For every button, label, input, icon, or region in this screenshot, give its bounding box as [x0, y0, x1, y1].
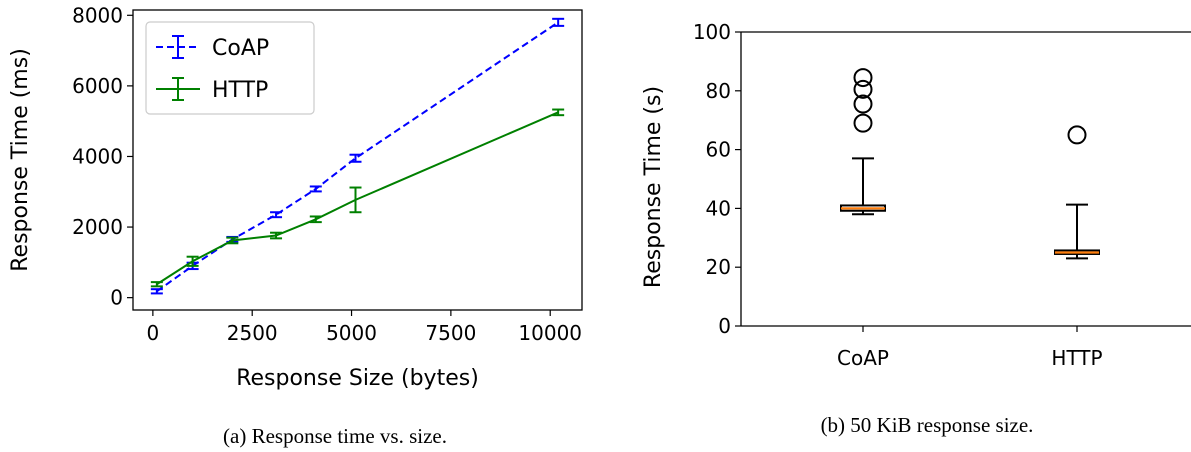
error-bar	[270, 231, 283, 240]
x-axis-ticks: CoAP HTTP	[837, 326, 1103, 370]
x-tick-label: HTTP	[1051, 346, 1102, 370]
x-tick-label: 0	[147, 321, 160, 345]
outlier-point	[1067, 125, 1087, 145]
line-chart-response-time-vs-size: 0 2500 5000 7500 10000 0 2000 4000 6000 8000 Res…	[8, 3, 583, 448]
y-axis-label: Response Time (ms)	[8, 48, 33, 272]
box-http	[1054, 125, 1100, 260]
y-axis-label: Response Time (s)	[641, 86, 666, 288]
series-layer	[150, 17, 565, 295]
error-bar	[349, 186, 362, 214]
x-tick-label: 2500	[227, 321, 278, 345]
x-tick-label: 10000	[518, 321, 582, 345]
legend-label: CoAP	[212, 36, 269, 61]
y-tick-label: 2000	[72, 215, 123, 239]
error-bar	[309, 185, 322, 193]
y-tick-label: 0	[110, 286, 123, 310]
y-tick-label: 20	[706, 255, 731, 279]
y-axis-ticks: 0 20 40 60 80 100	[693, 20, 741, 338]
error-bar	[150, 288, 163, 295]
y-tick-label: 6000	[72, 74, 123, 98]
caption-a: (a) Response time vs. size.	[223, 424, 447, 448]
legend-entry-http: HTTP	[156, 77, 268, 103]
error-bar	[552, 108, 565, 117]
x-tick-label: 5000	[326, 321, 377, 345]
outlier-point	[853, 94, 873, 114]
x-axis-ticks: 0 2500 5000 7500 10000	[147, 310, 582, 345]
outlier-point	[853, 68, 873, 88]
error-bar	[552, 17, 565, 27]
error-bar	[349, 153, 362, 163]
error-bar	[226, 236, 239, 245]
y-tick-label: 8000	[72, 3, 123, 27]
error-bar	[186, 255, 199, 267]
y-tick-label: 60	[706, 138, 731, 162]
axes	[740, 31, 1191, 327]
outlier-point	[853, 113, 873, 133]
error-bar	[150, 281, 163, 288]
boxes-layer	[840, 68, 1100, 260]
legend-label: HTTP	[212, 78, 268, 103]
legend-entry-coap: CoAP	[156, 35, 269, 61]
y-tick-label: 80	[706, 79, 731, 103]
caption-b: (b) 50 KiB response size.	[821, 413, 1034, 437]
y-tick-label: 0	[718, 314, 731, 338]
y-tick-label: 40	[706, 196, 731, 220]
y-axis-ticks: 0 2000 4000 6000 8000	[72, 3, 133, 310]
legend-box	[145, 21, 315, 115]
outlier-point	[853, 79, 873, 99]
x-tick-label: CoAP	[837, 346, 889, 370]
plot-area-frame	[132, 9, 583, 311]
error-bar	[309, 215, 322, 224]
box-coap	[840, 68, 886, 216]
series-http	[150, 108, 565, 288]
series-line	[156, 111, 559, 286]
x-axis-label: Response Size (bytes)	[236, 366, 479, 391]
legend: CoAP HTTP	[145, 21, 315, 115]
error-bar	[270, 211, 283, 219]
y-tick-label: 4000	[72, 144, 123, 168]
x-tick-label: 7500	[425, 321, 476, 345]
y-tick-label: 100	[693, 20, 731, 44]
